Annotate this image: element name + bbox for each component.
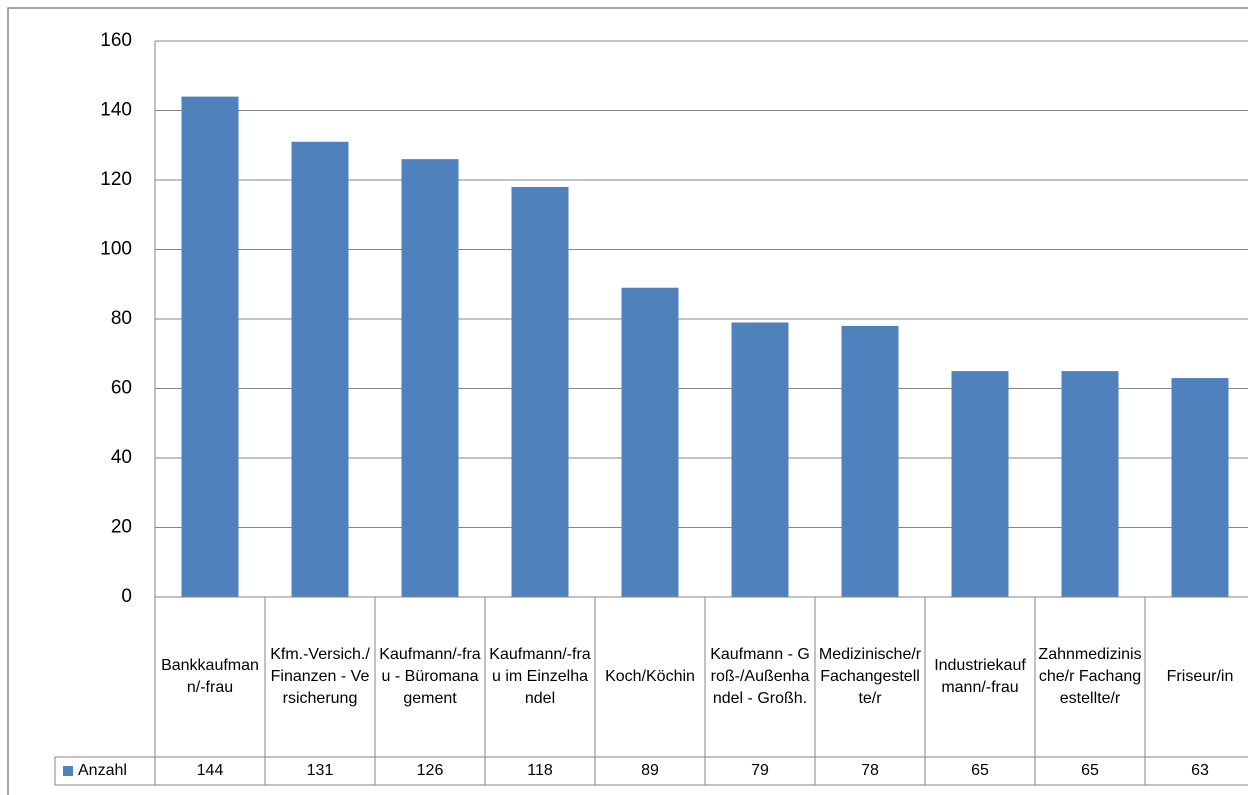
table-value: 89 <box>641 762 659 779</box>
bar <box>951 371 1009 597</box>
category-label: Koch/Köchin <box>605 668 695 685</box>
bar <box>291 141 349 597</box>
category-label: Kaufmann - Groß-/Außenhandel - Großh. <box>710 646 810 707</box>
y-tick-label: 100 <box>100 239 132 260</box>
category-label: Kaufmann/-frau - Büromanagement <box>379 646 481 707</box>
y-tick-label: 160 <box>100 30 132 51</box>
y-tick-label: 40 <box>111 447 132 468</box>
category-label: Industriekaufmann/-frau <box>934 657 1026 696</box>
category-label: Kaufmann/-frau im Einzelhandel <box>489 646 591 707</box>
bar <box>1061 371 1119 597</box>
y-tick-label: 20 <box>111 517 132 538</box>
legend-swatch <box>63 766 73 776</box>
category-label: Friseur/in <box>1166 668 1234 685</box>
bar <box>1171 378 1229 597</box>
legend-label: Anzahl <box>78 762 127 779</box>
y-tick-label: 80 <box>111 308 132 329</box>
table-value: 65 <box>1081 762 1099 779</box>
bar <box>841 325 899 597</box>
y-tick-label: 0 <box>121 586 132 607</box>
table-value: 63 <box>1191 762 1209 779</box>
table-value: 65 <box>971 762 989 779</box>
table-value: 131 <box>306 762 334 779</box>
category-label: Bankkaufmann/-frau <box>161 657 259 696</box>
chart-frame <box>7 7 1248 795</box>
bar <box>731 322 789 597</box>
table-value: 126 <box>416 762 444 779</box>
category-label: Medizinische/r Fachangestellte/r <box>818 646 922 707</box>
y-tick-label: 140 <box>100 100 132 121</box>
table-value: 78 <box>861 762 879 779</box>
category-label: Zahnmedizinische/r Fachangestellte/r <box>1038 646 1142 707</box>
y-tick-label: 60 <box>111 378 132 399</box>
bar <box>511 186 569 597</box>
bar <box>401 159 459 597</box>
bar <box>181 96 239 597</box>
category-label: Kfm.-Versich./Finanzen - Versicherung <box>270 646 370 707</box>
table-value: 118 <box>527 762 553 779</box>
bar <box>621 287 679 597</box>
table-value: 144 <box>196 762 224 779</box>
y-tick-label: 120 <box>100 169 132 190</box>
table-value: 79 <box>751 762 769 779</box>
